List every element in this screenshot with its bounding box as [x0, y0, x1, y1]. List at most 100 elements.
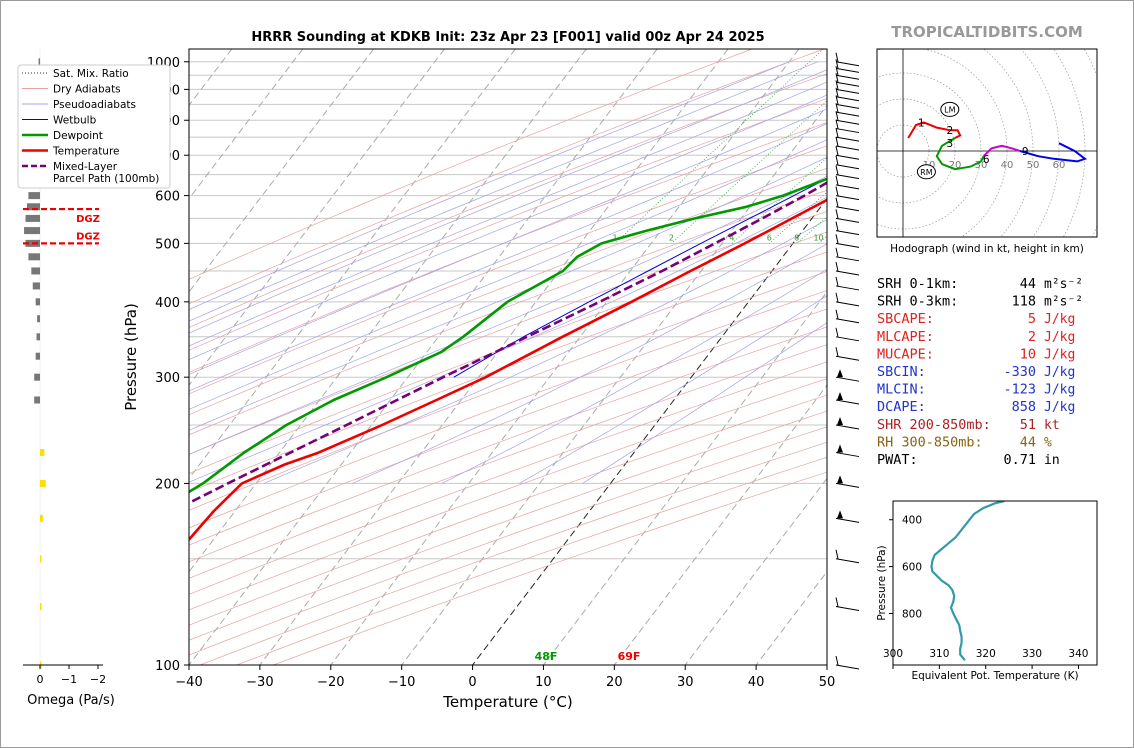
wind-barb-staff: [835, 664, 860, 670]
index-value: -123: [1003, 382, 1036, 398]
hodo-ring-label: 40: [1001, 160, 1014, 171]
mixing-ratio-label: 8: [794, 233, 799, 242]
legend-label: Pseudoadiabats: [53, 99, 136, 111]
wind-barb-flag: [835, 247, 839, 257]
mixing-ratio-label: 1: [613, 233, 618, 242]
moist-adiabat: [582, 322, 827, 484]
dry-adiabat: [189, 394, 827, 626]
y-tick-label: 400: [155, 296, 180, 311]
wind-barb-staff: [835, 217, 860, 223]
index-value: 0.71: [1003, 452, 1036, 468]
omega-bar: [31, 267, 40, 275]
wind-barb-staff: [835, 376, 860, 382]
dry-adiabat: [189, 210, 827, 455]
wind-barb-pennant: [837, 510, 843, 519]
dry-adiabat: [189, 49, 825, 305]
index-label: SBCAPE:: [877, 311, 934, 327]
parcel-path-line: [189, 181, 827, 505]
omega-axis-label: Omega (Pa/s): [27, 693, 115, 708]
index-unit: J/kg: [1044, 347, 1075, 362]
wind-barb-pennant: [837, 369, 843, 378]
x-tick-label: −10: [388, 675, 415, 690]
y-tick-label: 100: [155, 659, 180, 674]
wind-barb-flag: [835, 197, 839, 207]
mixing-ratio-label: 16: [861, 233, 871, 242]
legend-label: Dry Adiabats: [53, 84, 121, 96]
x-tick-label: −40: [175, 675, 202, 690]
omega-bar: [26, 203, 40, 211]
mixing-ratio-line: [769, 191, 827, 244]
omega-bar: [25, 214, 40, 222]
y-tick-label: 600: [155, 190, 180, 205]
hodo-trace: [1019, 142, 1088, 163]
omega-bar: [40, 479, 46, 487]
index-unit: J/kg: [1044, 330, 1075, 345]
wind-barb-flag: [835, 347, 839, 357]
index-value: 44: [1020, 434, 1036, 450]
hodo-plot-area: 10203040506012369LMRM: [877, 49, 1097, 237]
moist-adiabat: [189, 175, 827, 455]
index-unit: m²s⁻²: [1044, 295, 1083, 310]
legend-label-line: Pseudoadiabats: [53, 99, 136, 111]
dry-adiabat: [189, 410, 827, 641]
legend-label-line: Temperature: [52, 146, 120, 158]
wind-barb-staff: [835, 74, 860, 80]
dry-adiabat: [189, 122, 827, 373]
wind-barb-staff: [835, 145, 860, 151]
legend-label-line: Dewpoint: [53, 130, 103, 142]
index-label: SBCIN:: [877, 364, 926, 380]
dry-adiabat: [189, 271, 827, 511]
wind-barb-flag: [835, 276, 839, 287]
mixing-ratio-label: 4: [729, 233, 734, 242]
wind-barb-flag: [835, 234, 839, 244]
isotherm: [330, 49, 800, 665]
dgz-label: DGZ: [76, 231, 100, 242]
isotherm: [259, 49, 729, 665]
thetae-x-tick-label: 310: [929, 648, 949, 660]
index-unit: J/kg: [1044, 312, 1075, 327]
temperature-line: [189, 198, 827, 542]
x-tick-label: 30: [677, 675, 694, 690]
hodo-frame: [876, 48, 1098, 238]
index-label: RH 300-850mb:: [877, 434, 983, 450]
wind-barb-flag: [835, 59, 839, 69]
index-value: 2: [1028, 329, 1036, 345]
hodograph-panel: 10203040506012369LMRMHodograph (wind in …: [876, 48, 1098, 255]
omega-panel: DGZ DGZ 0 −1 −2 Omega (Pa/s): [22, 49, 115, 708]
wetbulb-line: [453, 177, 827, 378]
indices-table: SRH 0-1km: 44 m²s⁻² SRH 0-3km: 118 m²s⁻² SBCAP…: [877, 276, 1083, 468]
hodo-trace: [907, 121, 962, 139]
x-tick-label: 50: [819, 675, 836, 690]
index-label: DCAPE:: [877, 399, 926, 415]
mixing-ratio-line: [614, 49, 824, 244]
x-tick-label: 10: [535, 675, 552, 690]
legend-label-line: Sat. Mix. Ratio: [53, 68, 129, 80]
thetae-frame: [892, 500, 1098, 666]
moist-adiabat: [441, 268, 827, 484]
dry-adiabat: [189, 326, 827, 563]
wind-barb-staff: [835, 96, 860, 102]
omega-bar: [28, 253, 40, 261]
wind-barb-staff: [835, 399, 860, 405]
wind-barb-staff: [835, 164, 860, 170]
wind-barb-staff: [835, 270, 860, 276]
wind-barb-staff: [835, 81, 860, 87]
omega-bar: [37, 315, 40, 323]
wind-barb-pennant: [837, 444, 843, 453]
moist-adiabat: [189, 94, 827, 361]
legend-label: Wetbulb: [53, 115, 97, 127]
wind-barb-staff: [835, 558, 860, 564]
index-value: 118: [1012, 294, 1036, 310]
index-unit: J/kg: [1044, 400, 1075, 415]
thetae-x-label: Equivalent Pot. Temperature (K): [911, 670, 1078, 682]
thetae-y-tick-label: 600: [902, 562, 922, 574]
omega-bar: [32, 282, 40, 290]
wind-barb-flag: [835, 175, 839, 186]
dry-adiabat: [189, 49, 753, 280]
moist-adiabat: [189, 139, 827, 410]
index-unit: in: [1044, 453, 1060, 468]
moist-adiabat: [189, 123, 827, 392]
hodo-height-marker: 6: [983, 154, 990, 166]
index-label: MLCIN:: [877, 382, 926, 398]
